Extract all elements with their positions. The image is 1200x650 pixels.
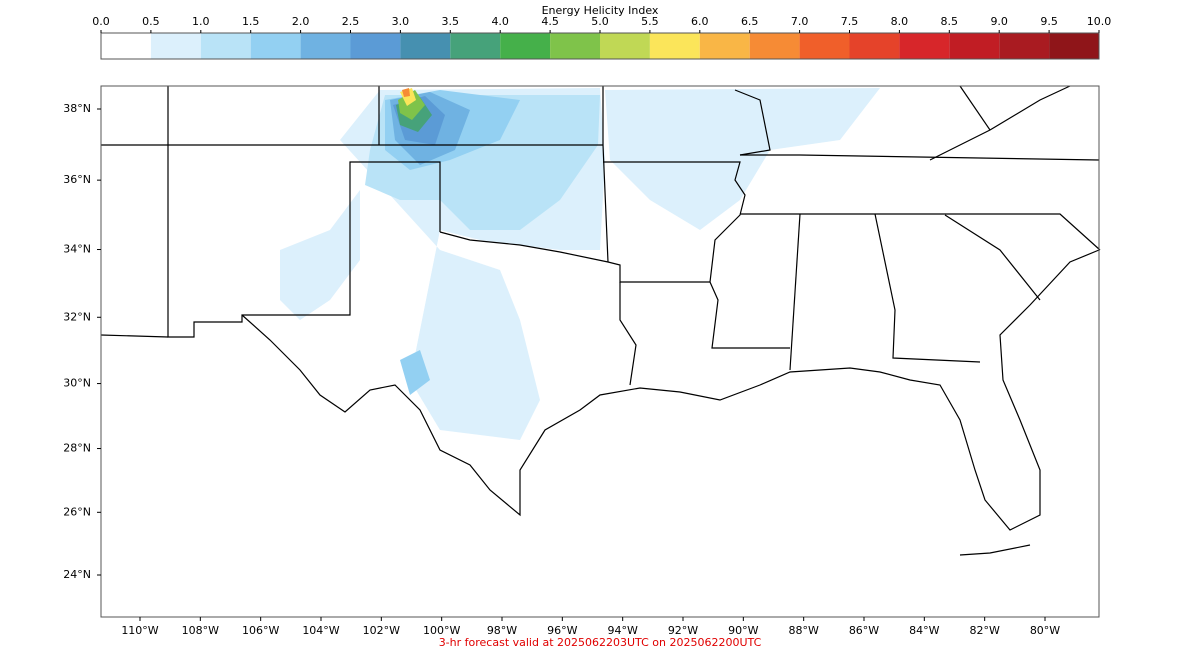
colorbar-bin [550, 33, 600, 59]
colorbar-bin [150, 33, 201, 59]
lon-label: 80°W [1030, 624, 1060, 637]
colorbar-tick-label: 2.0 [292, 15, 310, 28]
lon-label: 102°W [363, 624, 400, 637]
colorbar-tick-label: 1.0 [192, 15, 210, 28]
colorbar-tick-label: 9.0 [990, 15, 1008, 28]
colorbar-bin [849, 33, 900, 59]
colorbar-bin [899, 33, 950, 59]
state-border [944, 214, 1041, 301]
lat-label: 30°N [63, 377, 91, 390]
state-border [740, 213, 1101, 251]
colorbar-bin [200, 33, 251, 59]
coastline [959, 544, 1031, 556]
colorbar-tick-label: 0.0 [92, 15, 110, 28]
map: 38°N 36°N 34°N 32°N 30°N 28°N 26°N 24°N 110°W 108… [63, 85, 1101, 637]
colorbar-tick-label: 5.5 [641, 15, 659, 28]
colorbar-bin [749, 33, 800, 59]
state-border [789, 213, 801, 371]
lon-label: 84°W [909, 624, 939, 637]
colorbar-tick-label: 0.5 [142, 15, 160, 28]
lon-label: 82°W [969, 624, 999, 637]
colorbar-title: Energy Helicity Index [542, 4, 659, 17]
field [280, 88, 880, 440]
colorbar-bin [500, 33, 551, 59]
colorbar-tick-label: 7.0 [791, 15, 809, 28]
lon-label: 106°W [242, 624, 279, 637]
lon-label: 104°W [302, 624, 339, 637]
colorbar-bin [300, 33, 351, 59]
colorbar-tick-label: 3.0 [392, 15, 410, 28]
state-border [874, 213, 981, 363]
field-area [280, 190, 360, 320]
colorbar-bin [799, 33, 850, 59]
field-area [605, 88, 880, 230]
colorbar-bin [600, 33, 650, 59]
colorbar-tick-label: 1.5 [242, 15, 260, 28]
colorbar-tick-label: 5.0 [591, 15, 609, 28]
colorbar-bin [649, 33, 700, 59]
state-border [959, 85, 991, 131]
colorbar-tick-label: 8.5 [941, 15, 959, 28]
colorbar-bin [101, 33, 151, 59]
state-border [929, 85, 1071, 161]
state-border [740, 154, 1100, 161]
state-border [439, 231, 710, 283]
field-area [400, 350, 430, 395]
colorbar-bin [999, 33, 1050, 59]
lon-label: 88°W [788, 624, 818, 637]
colorbar-tick-label: 3.5 [442, 15, 460, 28]
lat-label: 34°N [63, 243, 91, 256]
state-border [602, 86, 609, 263]
lon-label: 108°W [182, 624, 219, 637]
colorbar-bin [400, 33, 451, 59]
lon-label: 86°W [849, 624, 879, 637]
coastline [241, 249, 1100, 531]
lat-label: 26°N [63, 505, 91, 518]
colorbar-tick-label: 7.5 [841, 15, 859, 28]
colorbar-tick-label: 6.0 [691, 15, 709, 28]
colorbar-tick-label: 2.5 [342, 15, 360, 28]
lon-label: 94°W [607, 624, 637, 637]
colorbar-bin [1049, 33, 1099, 59]
colorbar-tick-label: 10.0 [1087, 15, 1112, 28]
map-frame [100, 85, 1100, 618]
state-border [167, 86, 441, 338]
lon-label: 100°W [423, 624, 460, 637]
lon-label: 92°W [668, 624, 698, 637]
colorbar-bin [949, 33, 1000, 59]
lon-label: 96°W [547, 624, 577, 637]
lat-label: 38°N [63, 102, 91, 115]
colorbar-bin [350, 33, 401, 59]
lon-label: 90°W [728, 624, 758, 637]
field-area [402, 88, 410, 97]
colorbar-bin [450, 33, 501, 59]
colorbar-tick-label: 4.5 [541, 15, 559, 28]
lat-label: 24°N [63, 568, 91, 581]
colorbar-tick-label: 4.0 [491, 15, 509, 28]
colorbar-bin [250, 33, 301, 59]
borders [100, 85, 1101, 556]
colorbar-tick-label: 9.5 [1040, 15, 1058, 28]
footer-caption: 3-hr forecast valid at 2025062203UTC on … [439, 636, 762, 649]
colorbar: 0.0 0.5 1.0 1.5 2.0 2.5 3.0 3.5 4.0 4.5 5.0 5.5 6.0 6… [92, 15, 1112, 60]
lon-label: 98°W [487, 624, 517, 637]
state-border [734, 89, 771, 156]
state-border [100, 334, 169, 338]
colorbar-tick-label: 8.0 [891, 15, 909, 28]
lat-label: 28°N [63, 442, 91, 455]
colorbar-bin [699, 33, 750, 59]
colorbar-tick-label: 6.5 [741, 15, 759, 28]
lat-label: 32°N [63, 310, 91, 323]
lon-label: 110°W [121, 624, 158, 637]
state-border [619, 282, 637, 386]
lat-label: 36°N [63, 173, 91, 186]
state-border [603, 161, 790, 349]
